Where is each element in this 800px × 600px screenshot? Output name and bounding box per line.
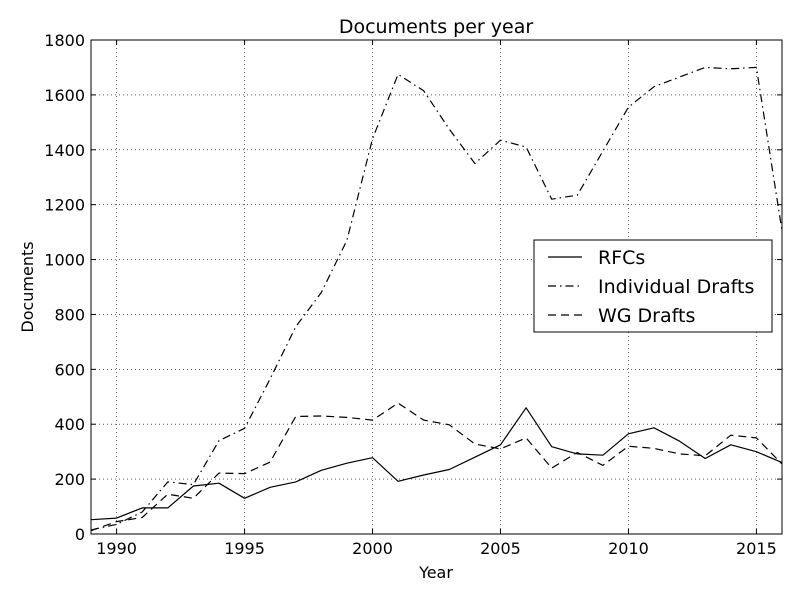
x-tick-label: 2005 xyxy=(480,539,521,558)
series-line-wg-drafts xyxy=(90,402,783,532)
x-axis-title: Year xyxy=(418,563,453,582)
legend-label-wg-drafts: WG Drafts xyxy=(598,305,695,327)
y-tick-label: 1000 xyxy=(44,251,85,270)
y-tick-label: 0 xyxy=(75,525,85,544)
series-line-individual-drafts xyxy=(90,66,783,531)
axis-ticks: 1990 1995 2000 2005 2010 2015 0 200 400 600 800 100… xyxy=(44,31,782,558)
x-tick-label: 2000 xyxy=(352,539,393,558)
legend-label-rfcs: RFCs xyxy=(598,247,645,269)
y-tick-label: 1200 xyxy=(44,196,85,215)
y-tick-label: 1800 xyxy=(44,31,85,50)
y-tick-label: 1600 xyxy=(44,86,85,105)
legend-box xyxy=(533,239,773,333)
y-tick-label: 1400 xyxy=(44,141,85,160)
x-tick-label: 1995 xyxy=(224,539,265,558)
x-tick-label: 2010 xyxy=(608,539,649,558)
y-tick-label: 400 xyxy=(54,415,85,434)
y-tick-label: 200 xyxy=(54,470,85,489)
y-axis-title: Documents xyxy=(18,241,37,332)
y-tick-label: 600 xyxy=(54,360,85,379)
series-line-rfcs xyxy=(90,407,783,521)
x-tick-label: 2015 xyxy=(736,539,777,558)
y-tick-label: 800 xyxy=(54,305,85,324)
plot-frame xyxy=(90,39,783,535)
legend: RFCs Individual Drafts WG Drafts xyxy=(533,239,773,333)
legend-label-individual-drafts: Individual Drafts xyxy=(598,276,754,298)
series-lines xyxy=(90,66,783,532)
x-tick-label: 1990 xyxy=(96,539,137,558)
chart-title: Documents per year xyxy=(339,16,534,38)
